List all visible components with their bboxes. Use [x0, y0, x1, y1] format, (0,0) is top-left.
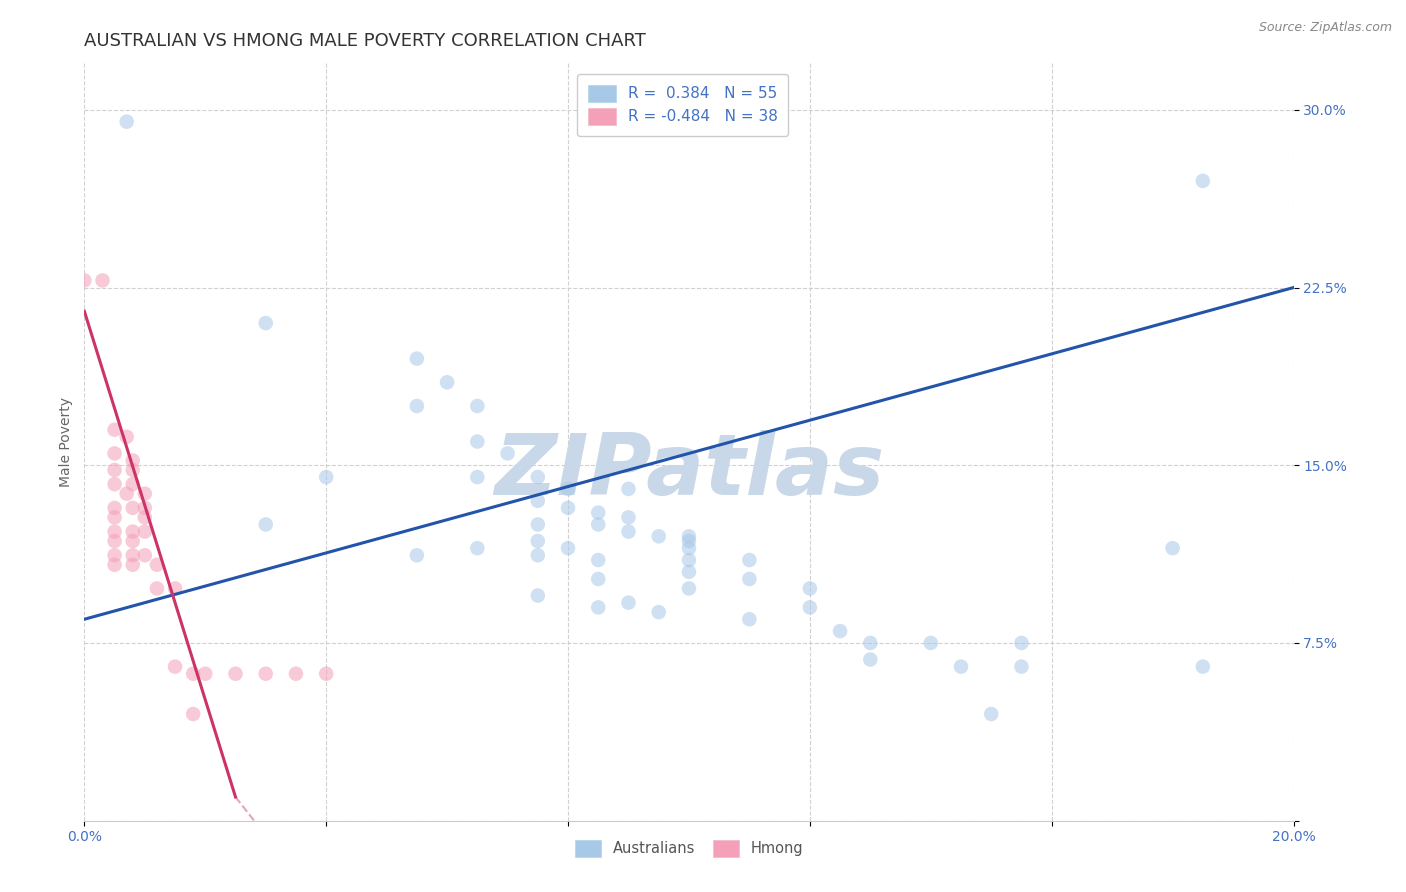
- Point: [799, 582, 821, 596]
- Point: [91, 273, 114, 287]
- Point: [194, 666, 217, 681]
- Point: [467, 399, 489, 413]
- Point: [557, 500, 579, 515]
- Point: [467, 541, 489, 556]
- Point: [859, 652, 882, 666]
- Point: [1192, 174, 1215, 188]
- Point: [678, 534, 700, 549]
- Point: [104, 524, 127, 539]
- Point: [738, 553, 761, 567]
- Point: [104, 558, 127, 572]
- Point: [121, 524, 143, 539]
- Point: [830, 624, 852, 639]
- Point: [648, 605, 671, 619]
- Point: [121, 534, 143, 549]
- Point: [617, 524, 640, 539]
- Point: [678, 553, 700, 567]
- Point: [920, 636, 942, 650]
- Point: [406, 399, 429, 413]
- Point: [617, 510, 640, 524]
- Point: [799, 600, 821, 615]
- Point: [104, 534, 127, 549]
- Y-axis label: Male Poverty: Male Poverty: [59, 397, 73, 486]
- Point: [527, 470, 550, 484]
- Point: [225, 666, 247, 681]
- Point: [121, 463, 143, 477]
- Legend: Australians, Hmong: Australians, Hmong: [569, 834, 808, 863]
- Point: [678, 529, 700, 543]
- Point: [738, 612, 761, 626]
- Text: Source: ZipAtlas.com: Source: ZipAtlas.com: [1258, 21, 1392, 34]
- Point: [104, 423, 127, 437]
- Point: [115, 486, 138, 500]
- Point: [467, 470, 489, 484]
- Point: [181, 706, 204, 721]
- Point: [678, 541, 700, 556]
- Point: [121, 453, 143, 467]
- Point: [134, 524, 156, 539]
- Point: [134, 510, 156, 524]
- Point: [134, 548, 156, 563]
- Point: [527, 548, 550, 563]
- Point: [406, 548, 429, 563]
- Point: [1011, 659, 1033, 673]
- Point: [950, 659, 973, 673]
- Point: [678, 582, 700, 596]
- Point: [285, 666, 308, 681]
- Point: [496, 446, 519, 460]
- Point: [557, 541, 579, 556]
- Point: [104, 463, 127, 477]
- Point: [617, 482, 640, 496]
- Point: [165, 582, 187, 596]
- Point: [146, 582, 169, 596]
- Point: [588, 572, 610, 586]
- Point: [467, 434, 489, 449]
- Point: [181, 666, 204, 681]
- Point: [121, 558, 143, 572]
- Point: [104, 548, 127, 563]
- Point: [527, 517, 550, 532]
- Point: [254, 316, 277, 330]
- Point: [134, 486, 156, 500]
- Point: [104, 500, 127, 515]
- Point: [121, 477, 143, 491]
- Point: [678, 565, 700, 579]
- Point: [588, 506, 610, 520]
- Point: [115, 430, 138, 444]
- Point: [436, 376, 458, 390]
- Text: AUSTRALIAN VS HMONG MALE POVERTY CORRELATION CHART: AUSTRALIAN VS HMONG MALE POVERTY CORRELA…: [84, 32, 647, 50]
- Point: [527, 534, 550, 549]
- Point: [588, 553, 610, 567]
- Point: [104, 477, 127, 491]
- Point: [134, 500, 156, 515]
- Point: [738, 572, 761, 586]
- Point: [648, 529, 671, 543]
- Point: [588, 517, 610, 532]
- Point: [315, 470, 337, 484]
- Point: [254, 666, 277, 681]
- Point: [1192, 659, 1215, 673]
- Point: [617, 596, 640, 610]
- Point: [527, 493, 550, 508]
- Point: [115, 114, 138, 128]
- Point: [254, 517, 277, 532]
- Point: [1011, 636, 1033, 650]
- Point: [588, 600, 610, 615]
- Point: [121, 548, 143, 563]
- Point: [165, 659, 187, 673]
- Point: [146, 558, 169, 572]
- Point: [104, 446, 127, 460]
- Point: [315, 666, 337, 681]
- Point: [1161, 541, 1184, 556]
- Text: ZIPatlas: ZIPatlas: [494, 430, 884, 514]
- Point: [557, 482, 579, 496]
- Point: [859, 636, 882, 650]
- Point: [104, 510, 127, 524]
- Point: [406, 351, 429, 366]
- Point: [121, 500, 143, 515]
- Point: [527, 589, 550, 603]
- Point: [73, 273, 96, 287]
- Point: [980, 706, 1002, 721]
